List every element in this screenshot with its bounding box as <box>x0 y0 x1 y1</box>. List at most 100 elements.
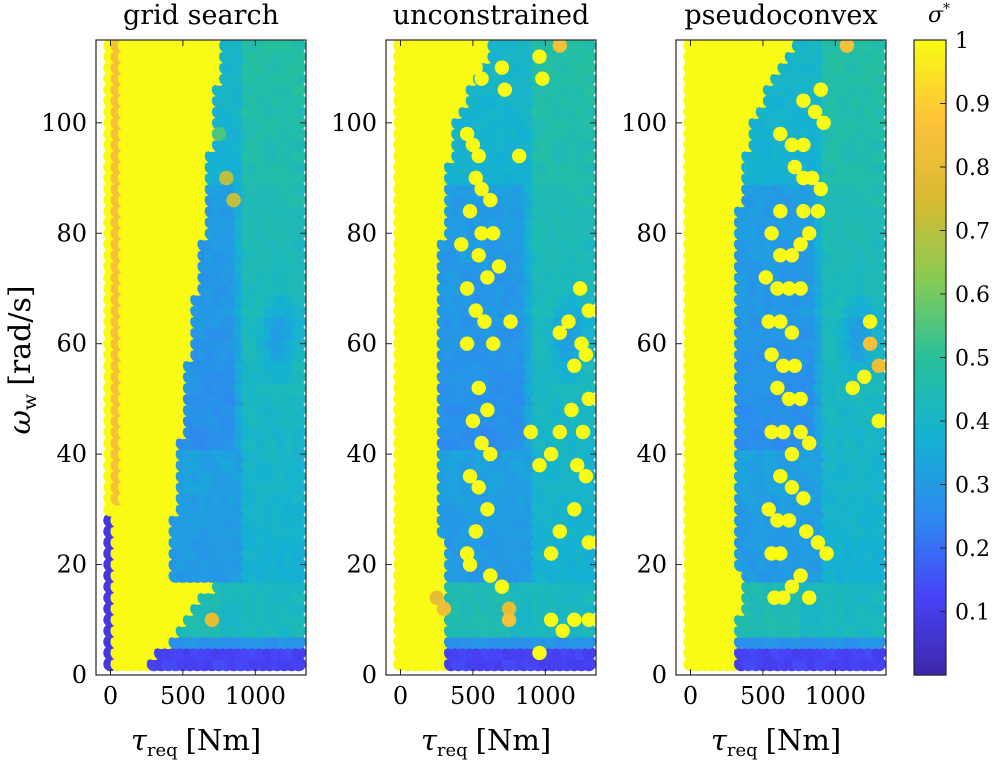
colorbar-segment <box>914 352 946 359</box>
heatmap-cell <box>581 491 596 506</box>
heatmap-saturated-cell <box>787 358 802 373</box>
heatmap-cell <box>581 82 596 97</box>
heatmap-cell <box>871 590 886 605</box>
colorbar-segment <box>914 426 946 433</box>
colorbar-segment <box>914 489 946 496</box>
heatmap-cell <box>581 590 596 605</box>
heatmap-cell <box>581 413 596 429</box>
colorbar-segment <box>914 135 946 142</box>
heatmap-cell <box>291 469 306 484</box>
heatmap-saturated-cell <box>764 424 779 440</box>
heatmap-saturated-cell <box>758 270 773 285</box>
heatmap-cell <box>291 369 306 384</box>
heatmap-saturated-cell <box>486 336 501 351</box>
heatmap-saturated-cell <box>773 204 788 219</box>
heatmap-cell <box>581 215 596 230</box>
heatmap-saturated-cell <box>776 424 791 440</box>
heatmap-cell <box>581 104 596 120</box>
panel-title: grid search <box>123 0 279 31</box>
heatmap-cell <box>871 292 886 307</box>
colorbar-segment <box>914 452 946 459</box>
heatmap-cell <box>871 137 886 153</box>
heatmap-cell <box>581 579 596 594</box>
colorbar-segment <box>914 103 946 110</box>
colorbar-segment <box>914 643 946 650</box>
heatmap-cell <box>581 524 596 539</box>
colorbar-segment <box>914 479 946 486</box>
heatmap-cell <box>291 347 306 362</box>
heatmap-saturated-cell <box>543 612 559 627</box>
heatmap-cell <box>291 656 306 672</box>
colorbar-segment <box>914 45 946 52</box>
heatmap-cell <box>291 226 306 241</box>
heatmap-saturated-cell <box>578 469 594 484</box>
heatmap-cell <box>581 458 596 473</box>
heatmap-cell <box>871 480 886 495</box>
heatmap-saturated-cell <box>552 524 567 539</box>
axes-frame <box>675 39 887 676</box>
heatmap-cell <box>581 325 596 340</box>
colorbar-tick-label: 0.3 <box>955 474 990 499</box>
heatmap-cell <box>581 480 596 495</box>
heatmap-cells <box>683 40 886 672</box>
colorbar-segment <box>914 87 946 94</box>
heatmap-cell <box>291 546 306 561</box>
x-tick-label: 1000 <box>805 682 866 710</box>
heatmap-cell <box>291 137 306 153</box>
heatmap-cell <box>871 446 886 462</box>
heatmap-cell <box>291 325 306 340</box>
heatmap-saturated-cell <box>512 148 527 164</box>
colorbar-tick-label: 0.6 <box>955 283 990 308</box>
x-tick-label: 0 <box>393 682 408 710</box>
heatmap-saturated-cell <box>784 446 800 462</box>
heatmap-cell <box>871 612 886 627</box>
heatmap-saturated-cell <box>793 424 808 440</box>
colorbar-segment <box>914 331 946 337</box>
y-tick-label: 80 <box>346 219 377 247</box>
colorbar-segment <box>914 606 946 613</box>
colorbar-segment <box>914 442 946 449</box>
heatmap-saturated-cell <box>454 237 469 252</box>
y-tick-label: 100 <box>41 109 87 137</box>
colorbar-segment <box>914 129 946 136</box>
heatmap-saturated-cell <box>543 446 559 462</box>
heatmap-saturated-cell <box>581 535 596 550</box>
heatmap-cell <box>291 270 306 285</box>
heatmap-cell <box>291 259 306 274</box>
x-tick-label: 1000 <box>515 682 576 710</box>
colorbar-segment <box>914 627 946 634</box>
colorbar-segment <box>914 92 946 99</box>
heatmap-saturated-cell <box>532 458 547 473</box>
colorbar-segment <box>914 436 946 443</box>
heatmap-cell <box>581 546 596 561</box>
heatmap-saturated-cell <box>503 314 518 329</box>
colorbar-segment <box>914 532 946 539</box>
colorbar-segment <box>914 341 946 348</box>
colorbar-segment <box>914 182 946 189</box>
y-tick-label: 20 <box>56 551 87 579</box>
heatmap-cell <box>291 115 306 130</box>
colorbar-segment <box>914 267 946 274</box>
heatmap-saturated-cell <box>567 502 582 517</box>
heatmap-cell <box>871 524 886 539</box>
heatmap-saturated-cell <box>570 458 585 473</box>
colorbar-segment <box>914 294 946 300</box>
heatmap-hot-cell <box>219 170 234 186</box>
heatmap-saturated-cell <box>459 546 475 561</box>
heatmap-cell <box>291 192 306 208</box>
heatmap-cell <box>871 325 886 340</box>
y-tick-label: 0 <box>362 661 377 689</box>
colorbar-segment <box>914 325 946 332</box>
heatmap-cell <box>871 93 886 108</box>
heatmap-saturated-cell <box>784 480 800 495</box>
heatmap-cell <box>581 115 596 130</box>
heatmap-cell <box>871 159 886 175</box>
colorbar-segment <box>914 521 946 528</box>
heatmap-saturated-cell <box>459 126 475 142</box>
colorbar-segment <box>914 558 946 565</box>
heatmap-cell <box>291 60 306 75</box>
panel-title: pseudoconvex <box>684 0 877 31</box>
heatmap-cell <box>581 148 596 164</box>
heatmap-cell <box>581 60 596 75</box>
heatmap-cell <box>291 82 306 97</box>
